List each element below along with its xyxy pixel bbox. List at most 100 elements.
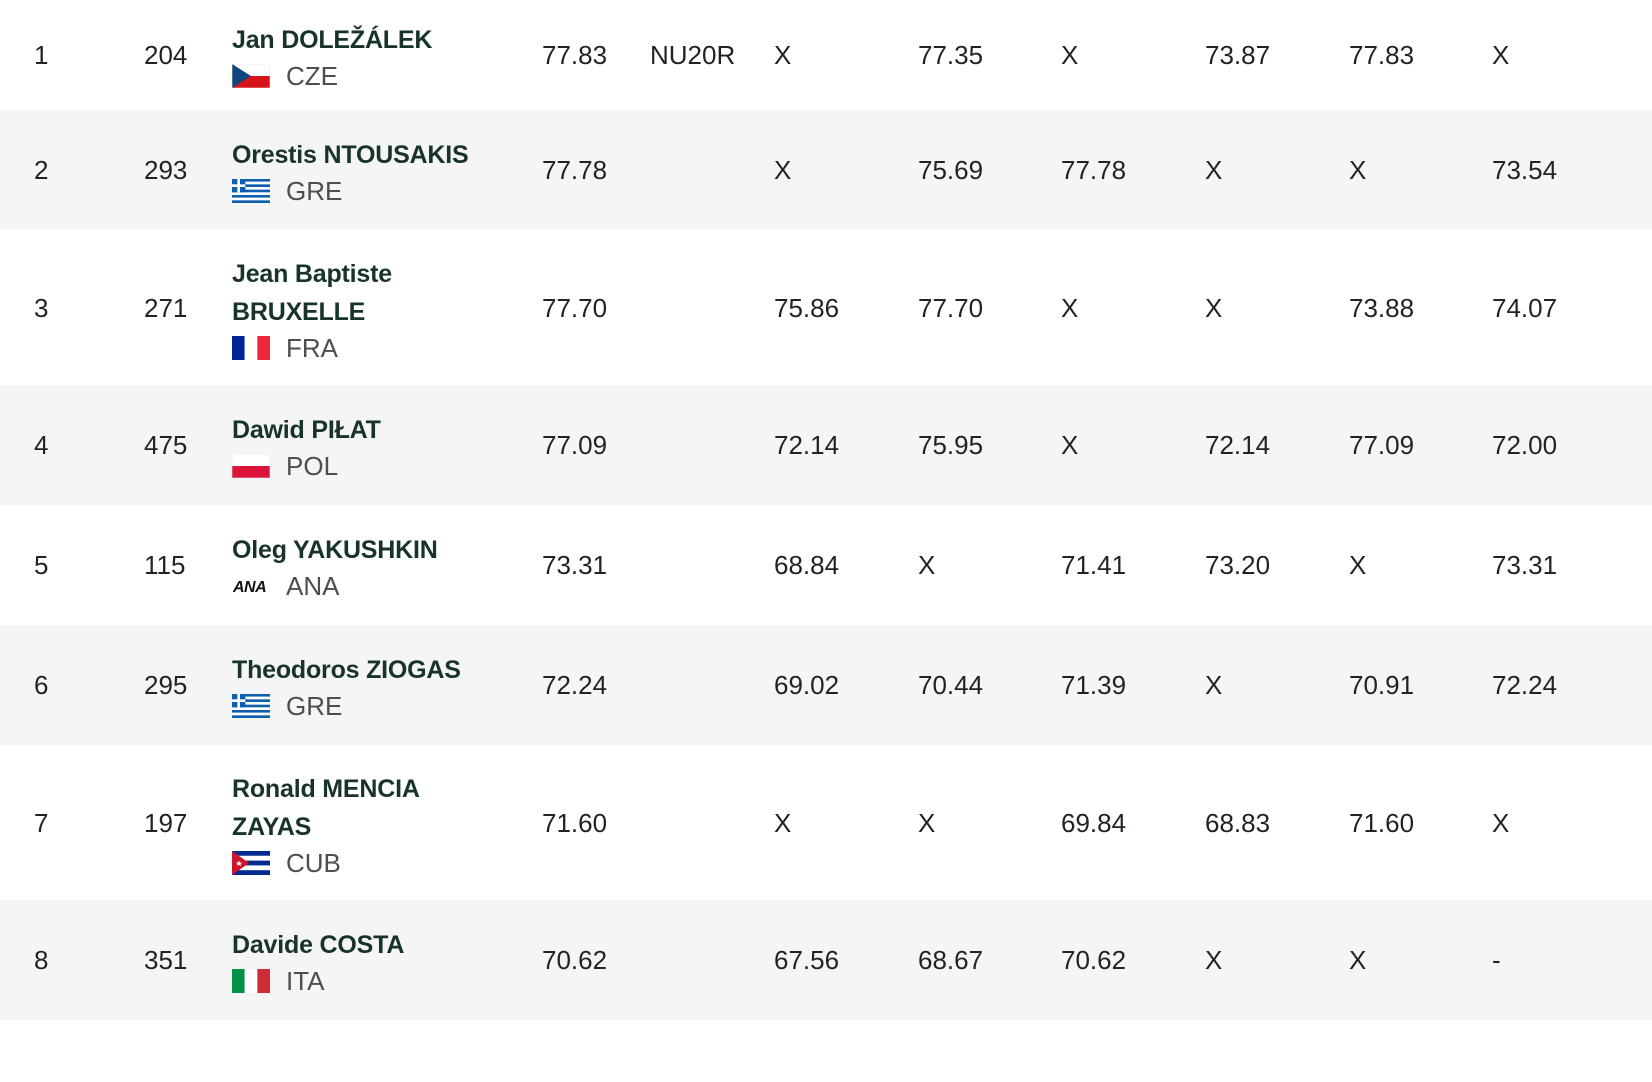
attempt-cell: 70.44 (918, 670, 984, 700)
attempt-cell: 72.00 (1492, 430, 1558, 460)
athlete-name-line: Dawid PIŁAT (232, 416, 381, 444)
table-row: 1 204 Jan DOLEŽÁLEK CZE 77.83 NU20R X 77.35 X 73… (0, 0, 1652, 110)
attempt-cell: 68.83 (1205, 807, 1271, 838)
athlete-name-line: Oleg YAKUSHKIN (232, 536, 438, 564)
country: ANA ANA (232, 573, 512, 599)
table-row: 5 115 Oleg YAKUSHKIN ANA ANA 73.31 68.84 X 71.4… (0, 505, 1652, 625)
bib-cell: 293 (144, 155, 188, 185)
bib-cell: 271 (144, 292, 188, 323)
record-note-cell: NU20R (650, 40, 736, 70)
rank-cell: 8 (34, 945, 49, 975)
country-code: ANA (286, 571, 340, 601)
athlete-name-link[interactable]: Davide COSTA (232, 926, 512, 964)
attempt-cell: 70.91 (1349, 670, 1415, 700)
attempt-cell: 68.67 (918, 945, 984, 975)
country: POL (232, 453, 512, 479)
attempt-cell: 70.62 (1061, 945, 1127, 975)
italy-flag-icon (232, 969, 270, 993)
mark-cell: 71.60 (542, 807, 608, 838)
bib-cell: 475 (144, 430, 188, 460)
greece-flag-icon (232, 179, 270, 203)
bib-cell: 115 (144, 550, 186, 580)
attempt-cell: 75.86 (774, 292, 840, 323)
attempt-cell: X (1061, 40, 1079, 70)
mark-cell: 77.09 (542, 430, 608, 460)
athlete-cell: Ronald MENCIA ZAYAS CUB (232, 770, 512, 876)
country-code: ITA (286, 966, 325, 996)
athlete-name-link[interactable]: Ronald MENCIA ZAYAS (232, 770, 512, 846)
athlete-name-link[interactable]: Dawid PIŁAT (232, 411, 512, 449)
attempt-cell: X (1349, 945, 1367, 975)
attempt-cell: 72.14 (774, 430, 840, 460)
rank-cell: 7 (34, 807, 49, 838)
attempt-cell: X (774, 807, 792, 838)
attempt-cell: 73.31 (1492, 550, 1558, 580)
attempt-cell: 77.83 (1349, 40, 1415, 70)
athlete-name-link[interactable]: Oleg YAKUSHKIN (232, 531, 512, 569)
attempt-cell: X (1061, 292, 1079, 323)
attempt-cell: X (774, 40, 792, 70)
country: FRA (232, 335, 512, 361)
attempt-cell: X (1061, 430, 1079, 460)
attempt-cell: X (1205, 155, 1223, 185)
mark-cell: 70.62 (542, 945, 608, 975)
table-row: 4 475 Dawid PIŁAT POL 77.09 72.14 75.95 X 72.14… (0, 385, 1652, 505)
attempt-cell: 72.14 (1205, 430, 1271, 460)
country-code: POL (286, 451, 339, 481)
attempt-cell: 77.35 (918, 40, 984, 70)
athlete-name-link[interactable]: Theodoros ZIOGAS (232, 651, 512, 689)
table-row: 3 271 Jean Baptiste BRUXELLE FRA 77.70 75.86 7… (0, 230, 1652, 385)
attempt-cell: 74.07 (1492, 292, 1558, 323)
country: GRE (232, 693, 512, 719)
attempt-cell: 71.39 (1061, 670, 1127, 700)
attempt-cell: 73.88 (1349, 292, 1415, 323)
country-code: FRA (286, 332, 338, 363)
attempt-cell: 71.60 (1349, 807, 1415, 838)
attempt-cell: 77.09 (1349, 430, 1415, 460)
athlete-name-link[interactable]: Jean Baptiste BRUXELLE (232, 255, 512, 331)
attempt-cell: 75.95 (918, 430, 984, 460)
attempt-cell: 73.87 (1205, 40, 1271, 70)
attempt-cell: X (1205, 292, 1223, 323)
attempt-cell: 75.69 (918, 155, 984, 185)
athlete-name-line: Ronald MENCIA (232, 774, 420, 803)
mark-cell: 77.78 (542, 155, 608, 185)
czech-flag-icon (232, 64, 270, 88)
attempt-cell: 68.84 (774, 550, 840, 580)
attempt-cell: X (1205, 945, 1223, 975)
athlete-name-line: Orestis NTOUSAKIS (232, 141, 469, 169)
bib-cell: 204 (144, 40, 188, 70)
attempt-cell: 73.20 (1205, 550, 1271, 580)
attempt-cell: 71.41 (1061, 550, 1127, 580)
mark-cell: 77.83 (542, 40, 608, 70)
table-row: 6 295 Theodoros ZIOGAS GRE 72.24 69.02 70.44 71… (0, 625, 1652, 745)
athlete-name-link[interactable]: Jan DOLEŽÁLEK (232, 21, 512, 59)
country-code: CUB (286, 847, 341, 878)
country: CZE (232, 63, 512, 89)
country: CUB (232, 850, 512, 876)
athlete-cell: Jean Baptiste BRUXELLE FRA (232, 255, 512, 361)
athlete-name-line: Theodoros ZIOGAS (232, 656, 461, 684)
bib-cell: 351 (144, 945, 188, 975)
rank-cell: 2 (34, 155, 49, 185)
attempt-cell: X (1349, 155, 1367, 185)
country-code: CZE (286, 61, 338, 91)
athlete-name-link[interactable]: Orestis NTOUSAKIS (232, 136, 512, 174)
rank-cell: 6 (34, 670, 49, 700)
country-code: GRE (286, 176, 343, 206)
rank-cell: 3 (34, 292, 49, 323)
attempt-cell: X (1205, 670, 1223, 700)
athlete-name-line: ZAYAS (232, 812, 312, 841)
cuba-flag-icon (232, 850, 270, 875)
athlete-cell: Oleg YAKUSHKIN ANA ANA (232, 531, 512, 599)
attempt-cell: 69.84 (1061, 807, 1127, 838)
attempt-cell: X (774, 155, 792, 185)
athlete-cell: Davide COSTA ITA (232, 926, 512, 994)
attempt-cell: 72.24 (1492, 670, 1558, 700)
rank-cell: 5 (34, 550, 49, 580)
attempt-cell: X (918, 807, 936, 838)
greece-flag-icon (232, 694, 270, 718)
attempt-cell: - (1492, 945, 1501, 975)
attempt-cell: 77.78 (1061, 155, 1127, 185)
table-row: 8 351 Davide COSTA ITA 70.62 67.56 68.67 70.62… (0, 900, 1652, 1020)
